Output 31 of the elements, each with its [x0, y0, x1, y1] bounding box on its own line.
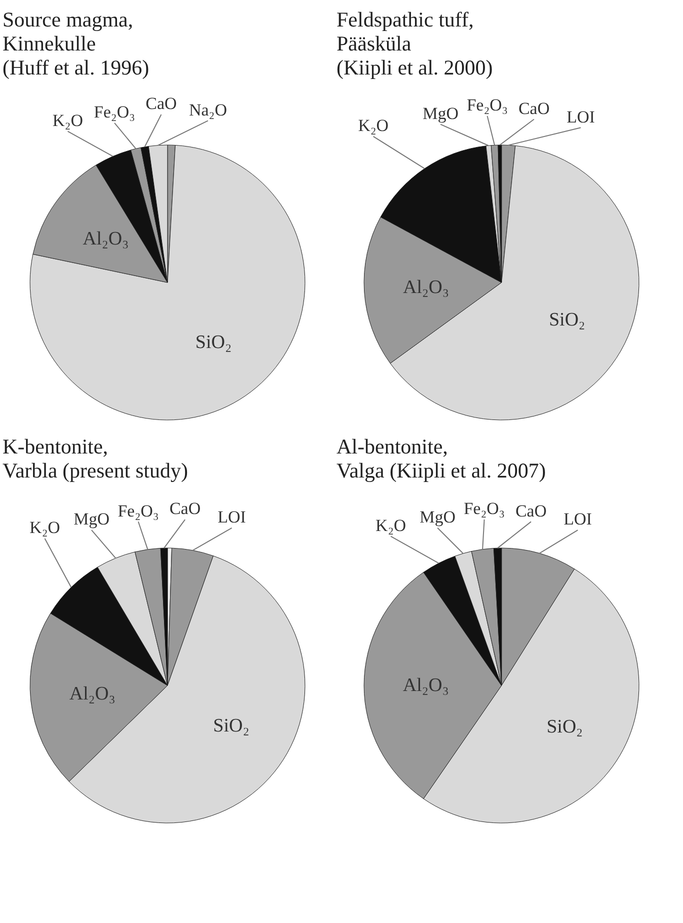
slice-label: CaO — [169, 499, 201, 518]
slice-label: SiO₂ — [546, 716, 583, 738]
slice-label: LOI — [566, 107, 596, 126]
slice-label: MgO — [74, 510, 110, 529]
slice-label: LOI — [564, 510, 592, 529]
slice-label: CaO — [515, 501, 547, 520]
slice-label: Al₂O₃ — [402, 675, 449, 696]
slice-label: Fe₂O₃ — [466, 96, 508, 115]
slice-label: Al₂O₃ — [403, 276, 450, 298]
chart-title: Feldspathic tuff, Pääsküla (Kiipli et al. 2000) — [336, 8, 493, 80]
slice-label: Fe₂O₃ — [94, 102, 136, 122]
slice-label: Al₂O₃ — [82, 228, 129, 250]
slice-label: MgO — [420, 508, 456, 527]
slice-label: LOI — [218, 508, 246, 527]
chart-title: Al-bentonite, Valga (Kiipli et al. 2007) — [336, 434, 546, 482]
slice-label: SiO₂ — [213, 716, 250, 737]
slice-label: Na₂O — [188, 100, 227, 120]
slice-label: Fe₂O₃ — [118, 501, 159, 520]
slice-label: K₂O — [30, 518, 60, 538]
chart-title: Source magma, Kinnekulle (Huff et al. 1996) — [2, 8, 150, 80]
slice-label: Fe₂O₃ — [464, 499, 505, 518]
slice-label: MgO — [422, 104, 458, 123]
slice-label: CaO — [146, 94, 177, 114]
slice-label: K₂O — [358, 116, 389, 136]
slice-label: CaO — [518, 98, 550, 118]
slice-label: Al₂O₃ — [69, 683, 116, 704]
slice-label: K₂O — [52, 110, 83, 130]
slice-label: K₂O — [376, 516, 406, 535]
slice-label: SiO₂ — [195, 332, 232, 354]
slice-label: SiO₂ — [548, 310, 586, 331]
chart-title: K-bentonite, Varbla (present study) — [2, 434, 188, 482]
